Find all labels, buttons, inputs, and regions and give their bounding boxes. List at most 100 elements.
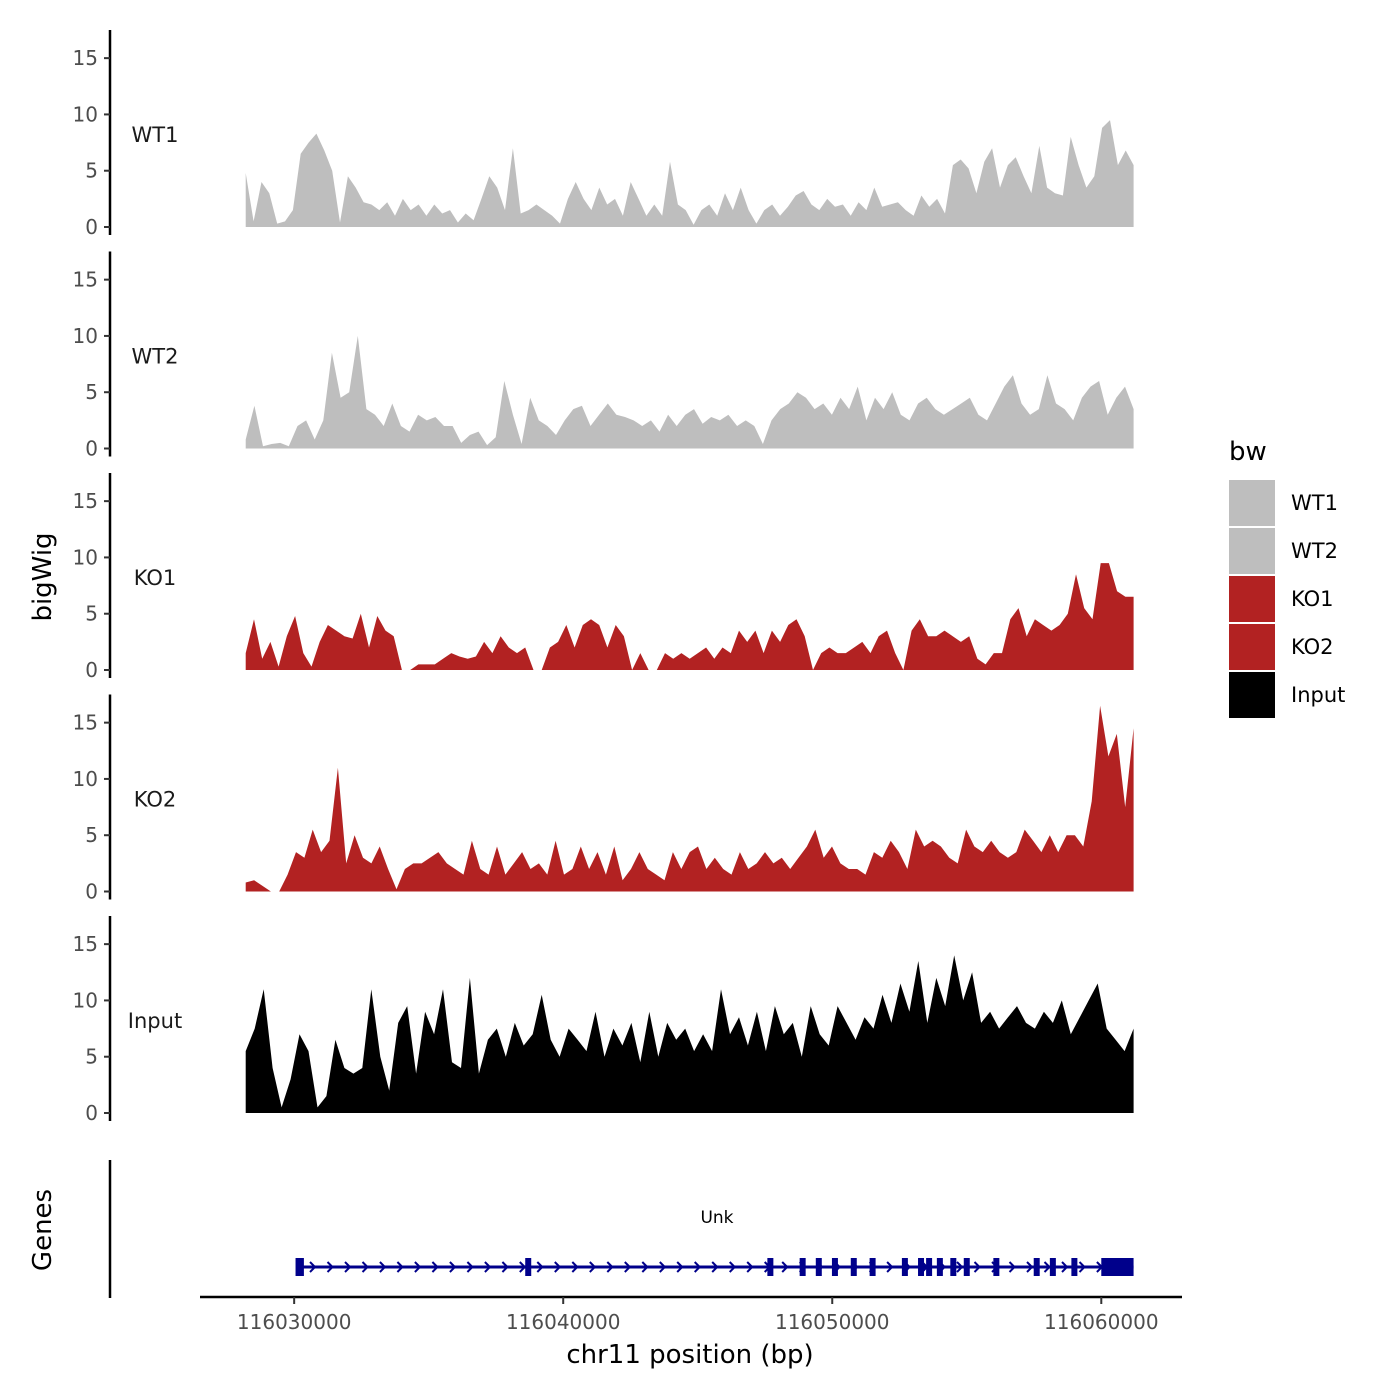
legend-label: KO2 <box>1291 635 1334 659</box>
x-tick-label: 116060000 <box>1044 1310 1159 1334</box>
strand-arrow <box>676 1261 684 1273</box>
track-ko1: 0 5 10 15 KO1 <box>73 473 1134 682</box>
strand-arrow <box>956 1261 964 1273</box>
y-tick-label: 5 <box>85 1045 98 1069</box>
y-tick-label: 0 <box>85 880 98 904</box>
gene-exon <box>993 1258 1000 1276</box>
legend-swatch <box>1229 480 1275 526</box>
track-wt1: 0 5 10 15 WT1 <box>73 30 1134 239</box>
x-axis: 116030000 116040000 116050000 116060000 <box>200 1295 1182 1334</box>
legend-swatch <box>1229 576 1275 622</box>
legend-swatch <box>1229 528 1275 574</box>
gene-exon <box>950 1258 957 1276</box>
x-tick-label: 116030000 <box>237 1310 352 1334</box>
legend: bw WT1 WT2 KO1 KO2 Input <box>1229 437 1345 718</box>
strand-arrow <box>781 1261 789 1273</box>
y-tick-label: 0 <box>85 437 98 461</box>
gene-exon <box>926 1258 933 1276</box>
legend-label: WT1 <box>1291 491 1338 515</box>
strand-arrow <box>886 1261 894 1273</box>
y-tick-label: 15 <box>73 711 98 735</box>
strand-arrow <box>431 1261 439 1273</box>
gene-exon <box>799 1258 806 1276</box>
strand-arrow <box>711 1261 719 1273</box>
track-label: Input <box>128 1009 182 1033</box>
y-tick-label: 10 <box>73 102 98 126</box>
gene-exon <box>918 1258 925 1276</box>
y-tick-label: 10 <box>73 545 98 569</box>
legend-label: KO1 <box>1291 587 1334 611</box>
gene-exon <box>1049 1258 1056 1276</box>
strand-arrow <box>693 1261 702 1273</box>
track-wt2: 0 5 10 15 WT2 <box>73 251 1134 461</box>
track-ko2: 0 5 10 15 KO2 <box>73 694 1134 904</box>
gene-exon <box>1033 1258 1040 1276</box>
strand-arrow <box>659 1261 667 1273</box>
strand-arrow <box>746 1261 754 1273</box>
coverage-tracks: 0 5 10 15 WT1 0 5 10 15 WT2 0 5 10 15 KO1 0 5 10 15 KO2 0 5 10… <box>73 30 1134 1125</box>
strand-arrow <box>449 1261 457 1273</box>
gene-exon <box>869 1258 876 1276</box>
gene-exon <box>525 1258 532 1276</box>
gene-exon <box>767 1258 774 1276</box>
y-tick-label: 10 <box>73 767 98 791</box>
gene-exon-last <box>1101 1258 1134 1276</box>
y-tick-label: 5 <box>85 823 98 847</box>
y-tick-label: 5 <box>85 159 98 183</box>
gene-exon <box>963 1258 970 1276</box>
strand-arrow <box>309 1261 317 1273</box>
track-input: 0 5 10 15 Input <box>73 916 1134 1125</box>
legend-label: WT2 <box>1291 539 1338 563</box>
strand-arrow <box>1078 1261 1086 1273</box>
strand-arrow <box>571 1261 579 1273</box>
legend-swatch <box>1229 672 1275 718</box>
strand-arrow <box>624 1261 632 1273</box>
y-tick-label: 0 <box>85 658 98 682</box>
coverage-area-wt1 <box>245 120 1134 227</box>
x-axis-title: chr11 position (bp) <box>566 1340 813 1370</box>
strand-arrow <box>589 1261 597 1273</box>
track-label: WT1 <box>132 123 179 147</box>
x-tick-label: 116040000 <box>506 1310 621 1334</box>
strand-arrow <box>554 1261 562 1273</box>
y-tick-label: 5 <box>85 602 98 626</box>
track-label: WT2 <box>132 345 179 369</box>
gene-exon <box>850 1258 857 1276</box>
y-tick-label: 0 <box>85 1101 98 1125</box>
y-tick-label: 15 <box>73 489 98 513</box>
gene-exon <box>936 1258 943 1276</box>
strand-arrow <box>326 1261 334 1273</box>
strand-arrow <box>466 1261 474 1273</box>
gene-exon <box>831 1258 838 1276</box>
gene-exon-first <box>295 1258 304 1276</box>
y-tick-label: 15 <box>73 932 98 956</box>
strand-arrow <box>536 1261 544 1273</box>
gene-exon <box>815 1258 822 1276</box>
strand-arrow <box>361 1261 369 1273</box>
coverage-area-input <box>245 955 1134 1113</box>
y-tick-label: 10 <box>73 988 98 1012</box>
strand-arrow <box>501 1261 509 1273</box>
gene-track: Unk <box>108 1160 1134 1298</box>
strand-arrow <box>728 1261 737 1273</box>
gene-exon <box>1071 1258 1078 1276</box>
legend-label: Input <box>1291 683 1345 707</box>
strand-arrow <box>1008 1261 1016 1273</box>
y-tick-label: 15 <box>73 268 98 292</box>
gene-name-label: Unk <box>700 1208 733 1228</box>
strand-arrow <box>1061 1261 1069 1273</box>
legend-swatch <box>1229 624 1275 670</box>
strand-arrow <box>396 1261 404 1273</box>
strand-arrow <box>379 1261 387 1273</box>
strand-arrow <box>484 1261 492 1273</box>
strand-arrow <box>344 1261 352 1273</box>
strand-arrow <box>606 1261 614 1273</box>
strand-arrow <box>973 1261 981 1273</box>
y-tick-label: 0 <box>85 215 98 239</box>
coverage-area-wt2 <box>245 335 1134 449</box>
y-tick-label: 15 <box>73 46 98 70</box>
strand-arrow <box>1043 1261 1051 1273</box>
strand-arrow <box>641 1261 649 1273</box>
y-axis-title: bigWig <box>28 532 58 621</box>
